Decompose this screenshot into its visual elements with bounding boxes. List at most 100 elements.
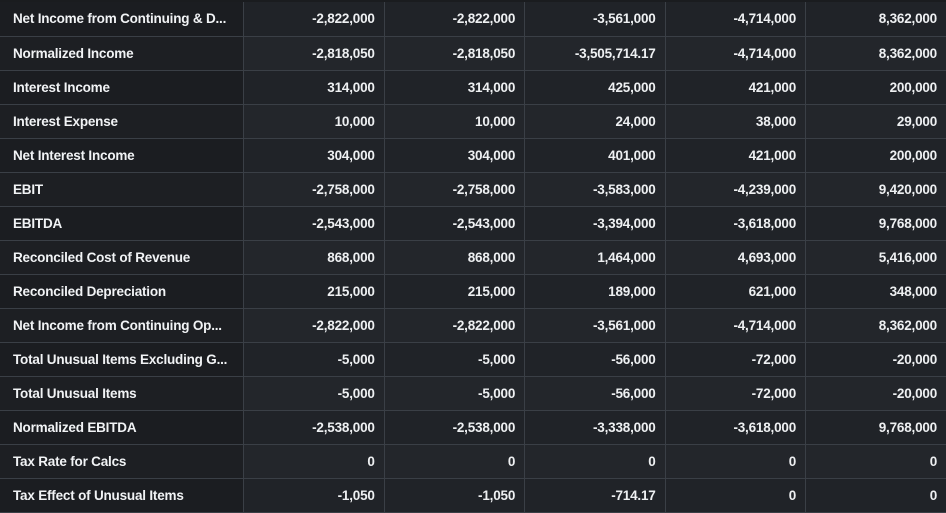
value-cell: -2,822,000 (383, 307, 526, 343)
value-cell: 314,000 (383, 69, 526, 105)
value-cell: -2,822,000 (243, 2, 385, 37)
value-cell: -4,714,000 (664, 2, 807, 37)
row-label: Interest Income (0, 69, 245, 105)
value-cell: -2,758,000 (243, 171, 385, 207)
value-cell: 0 (664, 477, 807, 513)
value-cell: 348,000 (805, 273, 946, 309)
row-label: Net Income from Continuing Op... (0, 307, 245, 343)
value-cell: 10,000 (383, 103, 526, 139)
value-cell: 0 (383, 443, 526, 479)
value-cell: -56,000 (524, 341, 666, 377)
value-cell: -2,758,000 (383, 171, 526, 207)
value-cell: -72,000 (664, 341, 807, 377)
table-row[interactable]: Reconciled Cost of Revenue 868,000 868,000… (0, 239, 946, 275)
value-cell: -4,239,000 (664, 171, 807, 207)
value-cell: 9,768,000 (805, 409, 946, 445)
table-row[interactable]: Interest Expense 10,000 10,000 24,000 38,000… (0, 103, 946, 139)
table-row[interactable]: Net Interest Income 304,000 304,000 401,000… (0, 137, 946, 173)
value-cell: 38,000 (664, 103, 807, 139)
value-cell: 868,000 (383, 239, 526, 275)
row-label: Reconciled Depreciation (0, 273, 245, 309)
value-cell: 304,000 (383, 137, 526, 173)
value-cell: 868,000 (243, 239, 385, 275)
value-cell: -3,618,000 (664, 205, 807, 241)
value-cell: -714.17 (524, 477, 666, 513)
table-row[interactable]: Normalized Income -2,818,050 -2,818,050 -3,… (0, 35, 946, 71)
value-cell: 10,000 (243, 103, 385, 139)
row-label: EBITDA (0, 205, 245, 241)
value-cell: 0 (805, 443, 946, 479)
value-cell: -2,538,000 (383, 409, 526, 445)
value-cell: 0 (805, 477, 946, 513)
table-row[interactable]: Net Income from Continuing & D... -2,822,… (0, 2, 946, 37)
value-cell: -20,000 (805, 341, 946, 377)
value-cell: -3,561,000 (524, 2, 666, 37)
value-cell: -5,000 (383, 375, 526, 411)
value-cell: -4,714,000 (664, 35, 807, 71)
value-cell: 425,000 (524, 69, 666, 105)
value-cell: -3,505,714.17 (524, 35, 666, 71)
value-cell: -3,583,000 (524, 171, 666, 207)
row-label: Total Unusual Items Excluding G... (0, 341, 245, 377)
row-label: EBIT (0, 171, 245, 207)
value-cell: 304,000 (243, 137, 385, 173)
value-cell: -5,000 (243, 341, 385, 377)
value-cell: -2,818,050 (243, 35, 385, 71)
value-cell: 215,000 (383, 273, 526, 309)
table-row[interactable]: Reconciled Depreciation 215,000 215,000 189… (0, 273, 946, 309)
value-cell: -2,822,000 (383, 2, 526, 37)
value-cell: -2,818,050 (383, 35, 526, 71)
value-cell: -2,822,000 (243, 307, 385, 343)
value-cell: 8,362,000 (805, 35, 946, 71)
table-row[interactable]: Interest Income 314,000 314,000 425,000 421,… (0, 69, 946, 105)
value-cell: 8,362,000 (805, 2, 946, 37)
value-cell: 1,464,000 (524, 239, 666, 275)
row-label: Net Interest Income (0, 137, 245, 173)
value-cell: 421,000 (664, 137, 807, 173)
value-cell: -3,394,000 (524, 205, 666, 241)
value-cell: 9,768,000 (805, 205, 946, 241)
value-cell: 4,693,000 (664, 239, 807, 275)
row-label: Interest Expense (0, 103, 245, 139)
table-row[interactable]: Tax Effect of Unusual Items -1,050 -1,050-… (0, 477, 946, 513)
table-row[interactable]: Total Unusual Items Excluding G... -5,000… (0, 341, 946, 377)
value-cell: 421,000 (664, 69, 807, 105)
value-cell: -1,050 (243, 477, 385, 513)
value-cell: 401,000 (524, 137, 666, 173)
value-cell: -3,618,000 (664, 409, 807, 445)
value-cell: -5,000 (383, 341, 526, 377)
value-cell: -56,000 (524, 375, 666, 411)
value-cell: -2,543,000 (243, 205, 385, 241)
value-cell: 29,000 (805, 103, 946, 139)
row-label: Total Unusual Items (0, 375, 245, 411)
table-row[interactable]: EBITDA -2,543,000 -2,543,000 -3,394,000 -3,6… (0, 205, 946, 241)
value-cell: -4,714,000 (664, 307, 807, 343)
value-cell: -2,543,000 (383, 205, 526, 241)
value-cell: -5,000 (243, 375, 385, 411)
row-label: Normalized Income (0, 35, 245, 71)
value-cell: -2,538,000 (243, 409, 385, 445)
table-row[interactable]: Total Unusual Items -5,000 -5,000 -56,000 -7… (0, 375, 946, 411)
value-cell: 5,416,000 (805, 239, 946, 275)
table-row[interactable]: Tax Rate for Calcs 0 0 0 0 0 (0, 443, 946, 479)
value-cell: 215,000 (243, 273, 385, 309)
table-row[interactable]: Net Income from Continuing Op... -2,822,0… (0, 307, 946, 343)
value-cell: 9,420,000 (805, 171, 946, 207)
value-cell: -72,000 (664, 375, 807, 411)
value-cell: -1,050 (383, 477, 526, 513)
table-row[interactable]: Normalized EBITDA -2,538,000 -2,538,000 -3,… (0, 409, 946, 445)
value-cell: -3,561,000 (524, 307, 666, 343)
row-label: Tax Effect of Unusual Items (0, 477, 245, 513)
table-row[interactable]: EBIT -2,758,000 -2,758,000 -3,583,000 -4,239… (0, 171, 946, 207)
value-cell: 200,000 (805, 69, 946, 105)
value-cell: 0 (664, 443, 807, 479)
value-cell: 0 (524, 443, 666, 479)
value-cell: 314,000 (243, 69, 385, 105)
row-label: Reconciled Cost of Revenue (0, 239, 245, 275)
value-cell: 189,000 (524, 273, 666, 309)
value-cell: -3,338,000 (524, 409, 666, 445)
row-label: Normalized EBITDA (0, 409, 245, 445)
